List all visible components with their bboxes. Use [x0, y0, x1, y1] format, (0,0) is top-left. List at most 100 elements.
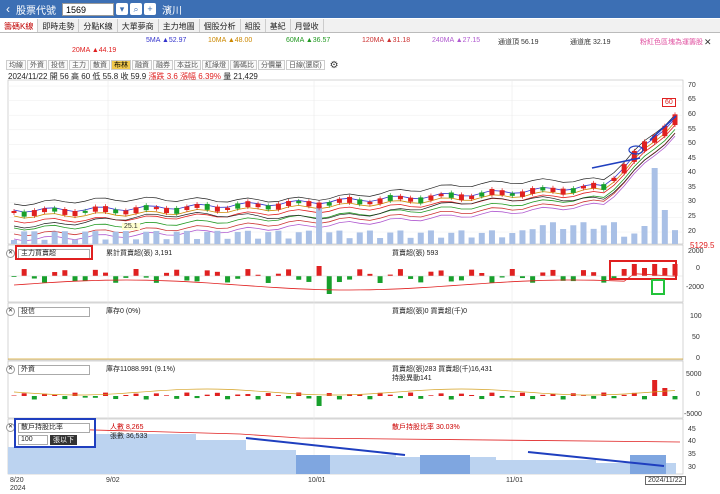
flow-bar [499, 276, 505, 278]
volume-bar [31, 231, 38, 244]
btn-retail[interactable]: 散資 [90, 60, 110, 70]
candle-body [316, 202, 322, 209]
flow-bar [92, 269, 98, 276]
volume-label: 5129.5 [690, 241, 715, 250]
foreign-bar [204, 394, 210, 396]
panel-foreign-legend-change: 持股異動141 [392, 375, 432, 382]
tab-revenue[interactable]: 月營收 [291, 19, 324, 32]
close-icon[interactable]: ✕ [6, 249, 15, 258]
candle-body [580, 185, 586, 189]
volume-bar [122, 231, 129, 244]
holder-level-select[interactable]: 100 [18, 434, 48, 445]
flow-bar [133, 269, 139, 276]
foreign-bar [62, 396, 68, 400]
tab-record[interactable]: 基紀 [266, 19, 291, 32]
people-line [21, 427, 681, 443]
panel-trust-header: ✕ 投信 [6, 306, 90, 317]
flow-bar [235, 276, 241, 279]
flow-bar [641, 268, 647, 276]
candle-body [336, 198, 342, 203]
btn-ma[interactable]: 均線 [6, 60, 26, 70]
candle-body [286, 201, 292, 206]
volume-bar [102, 239, 109, 244]
gear-icon[interactable]: ⚙ [329, 59, 339, 71]
holder-level-suffix: 張以下 [50, 434, 77, 445]
volume-bar [336, 230, 343, 244]
btn-chip-ratio[interactable]: 籌碼比 [230, 60, 257, 70]
y-tick: 20 [688, 228, 696, 235]
flow-bar [662, 268, 668, 276]
foreign-bar [530, 396, 536, 400]
btn-lights[interactable]: 紅綠燈 [202, 60, 229, 70]
btn-pe[interactable]: 本益比 [174, 60, 201, 70]
top-bar: ‹ 股票代號 1569 ▾ ⌕ + 濱川 [0, 0, 720, 18]
flow-bar [336, 276, 342, 283]
btn-foreign[interactable]: 外資 [27, 60, 47, 70]
y-tick: 55 [688, 126, 696, 133]
ma-legend: 5MA ▲52.97 10MA ▲48.00 60MA ▲36.57 120MA… [0, 35, 720, 59]
stock-code-input[interactable]: 1569 [62, 2, 114, 16]
btn-main[interactable]: 主力 [69, 60, 89, 70]
candle-body [42, 208, 48, 213]
btn-margin[interactable]: 融資 [132, 60, 152, 70]
tab-group[interactable]: 組股 [241, 19, 266, 32]
close-icon[interactable]: ✕ [6, 365, 15, 374]
chevron-left-icon[interactable]: ‹ [6, 2, 10, 16]
volume-bar [143, 231, 150, 244]
candle-body [153, 207, 159, 210]
arrow-annotation [527, 451, 665, 467]
candle-body [225, 207, 231, 211]
tab-branch-kline[interactable]: 分點K線 [79, 19, 118, 32]
foreign-bar [408, 392, 414, 396]
flow-bar [21, 269, 27, 276]
panel-foreign-select[interactable]: 外資 [18, 364, 90, 375]
candle-body [11, 211, 17, 213]
search-icon[interactable]: ⌕ [130, 3, 142, 15]
candle-body [509, 193, 515, 196]
volume-bar [173, 231, 180, 244]
volume-bar [539, 225, 546, 244]
foreign-bar [458, 393, 464, 396]
flow-bar [591, 272, 597, 276]
tab-big-order[interactable]: 大單夢商 [118, 19, 159, 32]
ma60-label: 60MA ▲36.57 [286, 37, 331, 44]
foreign-bar [601, 392, 607, 396]
flow-bar [62, 270, 68, 276]
volume-bar [194, 238, 201, 244]
candle-body [326, 202, 332, 206]
btn-trust[interactable]: 投信 [48, 60, 68, 70]
flow-bar [184, 276, 190, 281]
close-icon[interactable]: ✕ [6, 307, 15, 316]
volume-bar [661, 210, 668, 244]
volume-bar [488, 230, 495, 244]
tab-main-map[interactable]: 主力地圖 [159, 19, 200, 32]
ma-line [13, 121, 676, 219]
tab-analysis[interactable]: 個股分析 [200, 19, 241, 32]
period-select[interactable]: 日線(還原) [286, 60, 325, 70]
candle-body [621, 164, 627, 174]
tab-realtime[interactable]: 即時走勢 [38, 19, 80, 32]
panel-trust-select[interactable]: 投信 [18, 306, 90, 317]
btn-short[interactable]: 融券 [153, 60, 173, 70]
panel-holders-select[interactable]: 散戶持股比率 [18, 422, 90, 433]
tab-chip-kline[interactable]: 籌碼K線 [0, 19, 39, 32]
y-tick: -2000 [686, 284, 704, 291]
flow-bar [174, 269, 180, 276]
volume-bar [641, 226, 648, 244]
candle-body [275, 203, 281, 210]
foreign-bar [550, 393, 556, 396]
chevron-down-icon[interactable]: ▾ [116, 3, 128, 15]
foreign-bar [31, 396, 37, 400]
foreign-bar [235, 394, 241, 396]
btn-price-volume[interactable]: 分價量 [258, 60, 285, 70]
indicator-toolbar: 均線 外資 投信 主力 散資 布林 融資 融券 本益比 紅綠燈 籌碼比 分價量 … [6, 59, 339, 71]
close-icon[interactable]: ✕ [704, 37, 712, 47]
add-icon[interactable]: + [144, 3, 156, 15]
foreign-bar [113, 396, 119, 400]
volume-bar [529, 229, 536, 244]
btn-bollinger[interactable]: 布林 [111, 60, 131, 70]
panel-foreign-header: ✕ 外資 [6, 364, 90, 375]
info-close: 收 59.9 [120, 72, 147, 81]
volume-bar [651, 168, 658, 244]
